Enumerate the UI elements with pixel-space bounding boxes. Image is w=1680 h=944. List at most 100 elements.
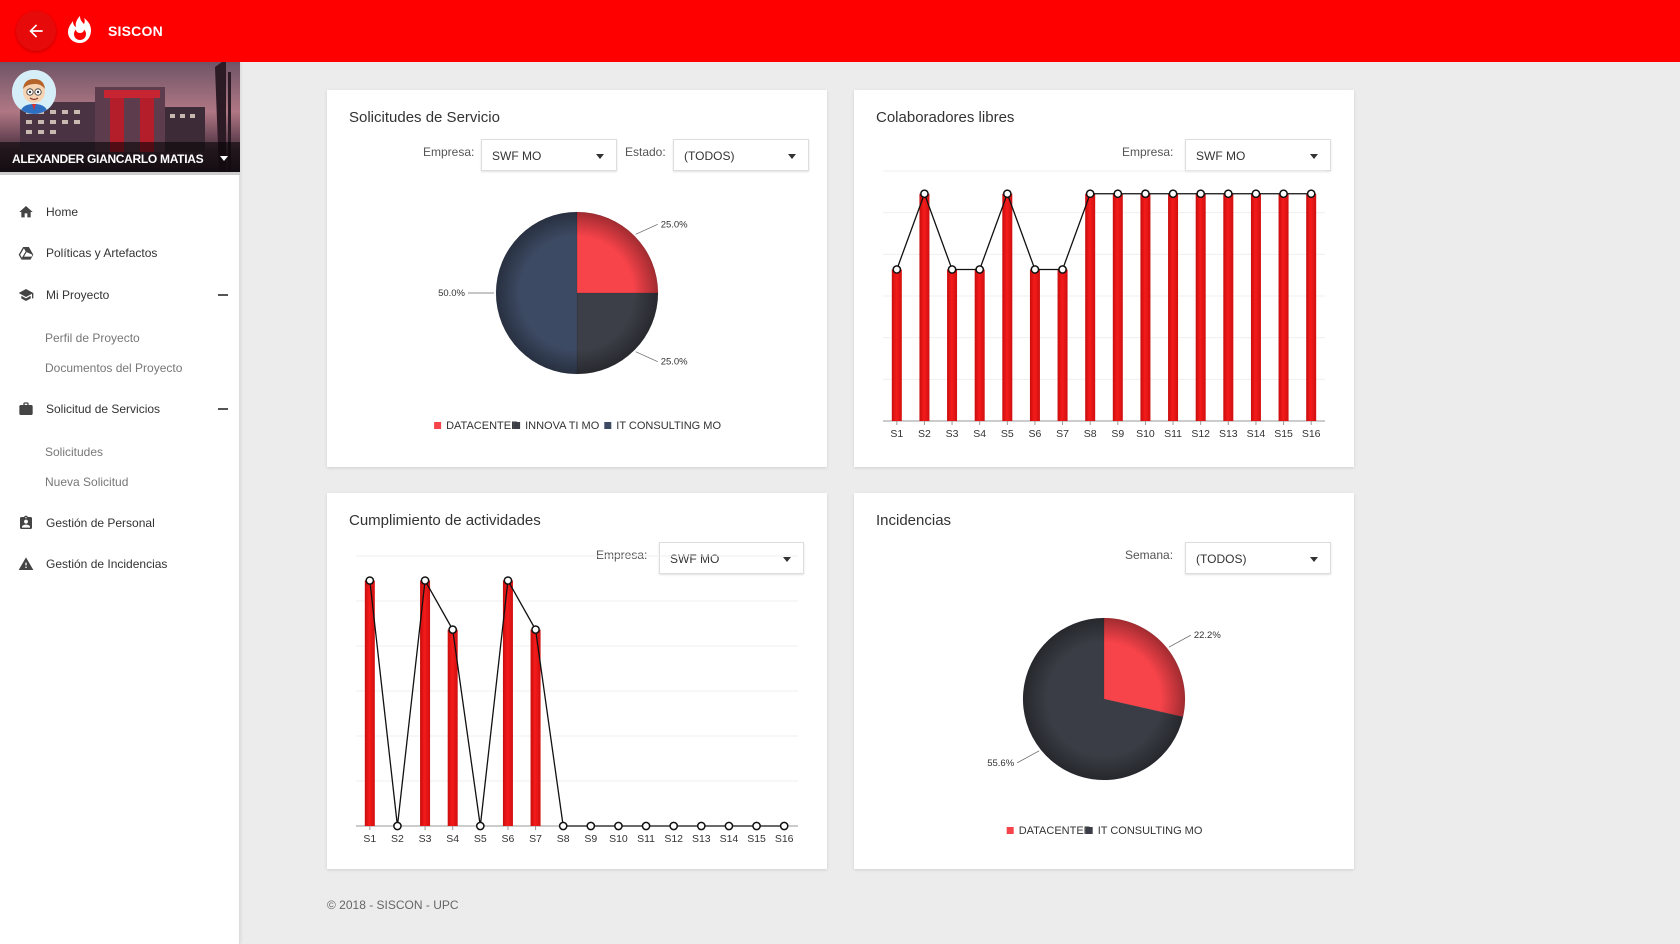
empresa-select[interactable]: SWF MO (481, 139, 617, 171)
bar[interactable] (447, 629, 458, 826)
line-point[interactable] (752, 821, 761, 831)
line-point[interactable] (1030, 265, 1040, 274)
profile-menu-caret-icon[interactable] (220, 156, 228, 161)
line-point[interactable] (920, 189, 929, 199)
avatar[interactable] (12, 70, 56, 114)
sidebar-subitem-nueva-solicitud[interactable]: Nueva Solicitud (0, 469, 240, 495)
legend-entry[interactable]: DATACENTER (446, 420, 519, 432)
colaboradores-bar-chart: S1 S2 S3 S4 S5 S6 S7 S8 S9 S10 S11 S12 S13 S14 S15 S16 (883, 170, 1325, 440)
legend-entry[interactable]: IT CONSULTING MO (1098, 825, 1203, 837)
bar[interactable] (1057, 269, 1068, 421)
sidebar-item-home[interactable]: Home (0, 196, 240, 228)
line-point[interactable] (1085, 189, 1095, 199)
line-point[interactable] (696, 821, 706, 831)
line-point[interactable] (448, 625, 458, 634)
line-point[interactable] (1113, 189, 1123, 199)
line-point[interactable] (892, 265, 902, 274)
legend-entry[interactable]: IT CONSULTING MO (616, 420, 721, 432)
bar[interactable] (1085, 193, 1096, 421)
clipboard-person-icon (20, 515, 32, 529)
colaboradores-card: Colaboradores libres Empresa: SWF MO S1 S… (854, 90, 1354, 467)
sidebar-item-label: Solicitud de Servicios (46, 402, 161, 416)
sidebar-subitem-perfil-proyecto[interactable]: Perfil de Proyecto (0, 325, 240, 351)
bar[interactable] (919, 193, 930, 421)
sidebar-item-solicitud-servicios[interactable]: Solicitud de Servicios (0, 393, 240, 425)
line-point[interactable] (586, 821, 596, 831)
line-point[interactable] (531, 625, 540, 634)
collapse-minus-icon[interactable] (218, 294, 228, 296)
line-point[interactable] (393, 821, 402, 831)
line-point[interactable] (1251, 189, 1261, 199)
line-point[interactable] (947, 265, 957, 274)
card-title: Incidencias (876, 512, 952, 529)
bar[interactable] (1250, 193, 1261, 421)
line-point[interactable] (1002, 189, 1012, 199)
line-point[interactable] (641, 821, 651, 831)
caret-down-icon (596, 154, 604, 159)
line-point[interactable] (1306, 189, 1316, 199)
sidebar-item-mi-proyecto[interactable]: Mi Proyecto (0, 279, 240, 311)
line-point[interactable] (669, 821, 679, 831)
bar[interactable] (502, 580, 513, 826)
x-tick-label: S3 (419, 833, 432, 845)
bar[interactable] (1195, 193, 1206, 421)
sidebar-item-label: Gestión de Personal (46, 516, 155, 530)
legend-entry[interactable]: DATACENTER (1019, 825, 1092, 837)
empresa-select[interactable]: SWF MO (659, 542, 804, 574)
line-point[interactable] (724, 821, 734, 831)
incidencias-card: Incidencias Semana: (TODOS) 22.2% 55.6% DA… (854, 493, 1354, 869)
upc-logo-icon (68, 16, 91, 43)
line-point[interactable] (614, 821, 623, 831)
bar[interactable] (1168, 193, 1179, 421)
empresa-select[interactable]: SWF MO (1185, 139, 1331, 171)
solicitudes-card: Solicitudes de Servicio Empresa: SWF MO … (327, 90, 827, 467)
bar[interactable] (1140, 193, 1151, 421)
bar[interactable] (1278, 193, 1289, 421)
briefcase-icon (19, 402, 33, 415)
bar[interactable] (1112, 193, 1123, 421)
sidebar-item-gestion-incidencias[interactable]: Gestión de Incidencias (0, 548, 240, 580)
bar[interactable] (1306, 193, 1317, 421)
line-point[interactable] (558, 821, 568, 831)
legend-entry[interactable]: INNOVA TI MO (525, 420, 600, 432)
sidebar-subitem-documentos-proyecto[interactable]: Documentos del Proyecto (0, 355, 240, 381)
line-point[interactable] (365, 576, 375, 585)
line-point[interactable] (503, 576, 513, 585)
line-point[interactable] (1058, 265, 1067, 274)
line-point[interactable] (1279, 189, 1288, 199)
line-point[interactable] (1141, 189, 1150, 199)
bar[interactable] (420, 580, 431, 826)
estado-select[interactable]: (TODOS) (673, 139, 809, 171)
bar[interactable] (974, 269, 985, 421)
line-point[interactable] (1168, 189, 1178, 199)
back-button[interactable] (16, 11, 56, 51)
line-point[interactable] (779, 821, 789, 831)
x-tick-label: S7 (529, 833, 542, 845)
sidebar-subitem-solicitudes[interactable]: Solicitudes (0, 439, 240, 465)
semana-select[interactable]: (TODOS) (1185, 542, 1331, 574)
x-tick-label: S7 (1056, 428, 1069, 440)
pie-shading (496, 212, 658, 374)
campus-background-image (20, 62, 231, 172)
line-point[interactable] (420, 576, 430, 585)
card-title: Solicitudes de Servicio (349, 109, 500, 126)
legend-swatch (513, 422, 521, 429)
cumplimiento-card: Cumplimiento de actividades Empresa: SWF… (327, 493, 827, 869)
select-value: SWF MO (492, 149, 542, 163)
line-point[interactable] (975, 265, 985, 274)
estado-label: Estado: (625, 145, 666, 159)
collapse-minus-icon[interactable] (218, 408, 228, 410)
sidebar-item-gestion-personal[interactable]: Gestión de Personal (0, 507, 240, 539)
bar[interactable] (1223, 193, 1234, 421)
line-point[interactable] (475, 821, 485, 831)
bar[interactable] (1002, 193, 1013, 421)
bar[interactable] (1029, 269, 1040, 421)
bar[interactable] (947, 269, 958, 421)
line-point[interactable] (1196, 189, 1206, 199)
line-point[interactable] (1223, 189, 1233, 199)
bar[interactable] (530, 629, 541, 826)
bar[interactable] (891, 269, 902, 421)
x-tick-label: S1 (363, 833, 376, 845)
bar[interactable] (364, 580, 375, 826)
sidebar-item-politicas[interactable]: Políticas y Artefactos (0, 237, 240, 269)
